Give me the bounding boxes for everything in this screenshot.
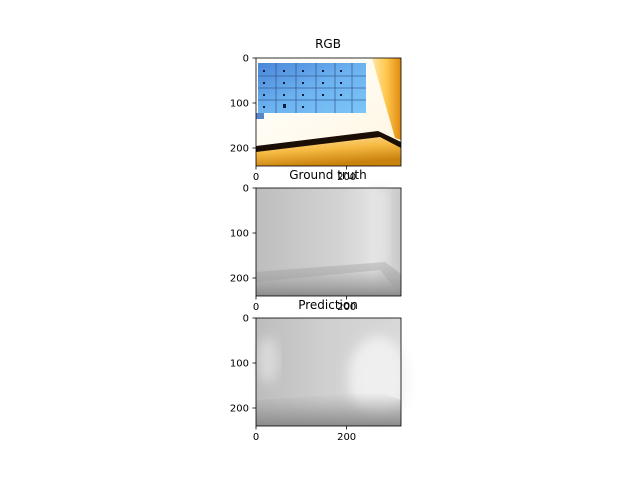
- ground-truth-xtick-label-200: 200: [337, 302, 356, 313]
- prediction-ytick-label-200: 200: [230, 404, 249, 415]
- panel-title-ground-truth: Ground truth: [289, 168, 367, 182]
- panel-prediction: Prediction: [255, 298, 408, 427]
- ground-truth-xtick-label-0: 0: [253, 302, 259, 313]
- rgb-image: [256, 58, 401, 166]
- prediction-depth-map: [256, 318, 408, 426]
- rgb-xtick-label-200: 200: [337, 172, 356, 183]
- panel-ground-truth: Ground truth: [255, 168, 402, 297]
- rgb-ytick-label-200: 200: [230, 144, 249, 155]
- rgb-ytick-label-100: 100: [230, 99, 249, 110]
- prediction-ytick-label-0: 0: [243, 314, 249, 325]
- prediction-xtick-label-0: 0: [253, 432, 259, 443]
- rgb-xtick-label-0: 0: [253, 172, 259, 183]
- rgb-ytick-label-0: 0: [243, 54, 249, 65]
- prediction-ytick-label-100: 100: [230, 359, 249, 370]
- ground-truth-ytick-label-200: 200: [230, 274, 249, 285]
- ground-truth-ytick-label-100: 100: [230, 229, 249, 240]
- panel-title-prediction: Prediction: [298, 298, 358, 312]
- ground-truth-depth-map: [256, 188, 401, 296]
- rgb-axes-frame: [255, 57, 402, 167]
- ground-truth-axes-frame: [255, 187, 402, 297]
- ticks-layer: 0 200 0 100 200 0 200 0 100 200 0 200 0 100 200: [230, 54, 356, 444]
- panel-title-rgb: RGB: [315, 37, 341, 51]
- prediction-axes-frame: [255, 317, 402, 427]
- panel-rgb: RGB: [255, 37, 402, 167]
- ground-truth-ytick-label-0: 0: [243, 184, 249, 195]
- prediction-xtick-label-200: 200: [337, 432, 356, 443]
